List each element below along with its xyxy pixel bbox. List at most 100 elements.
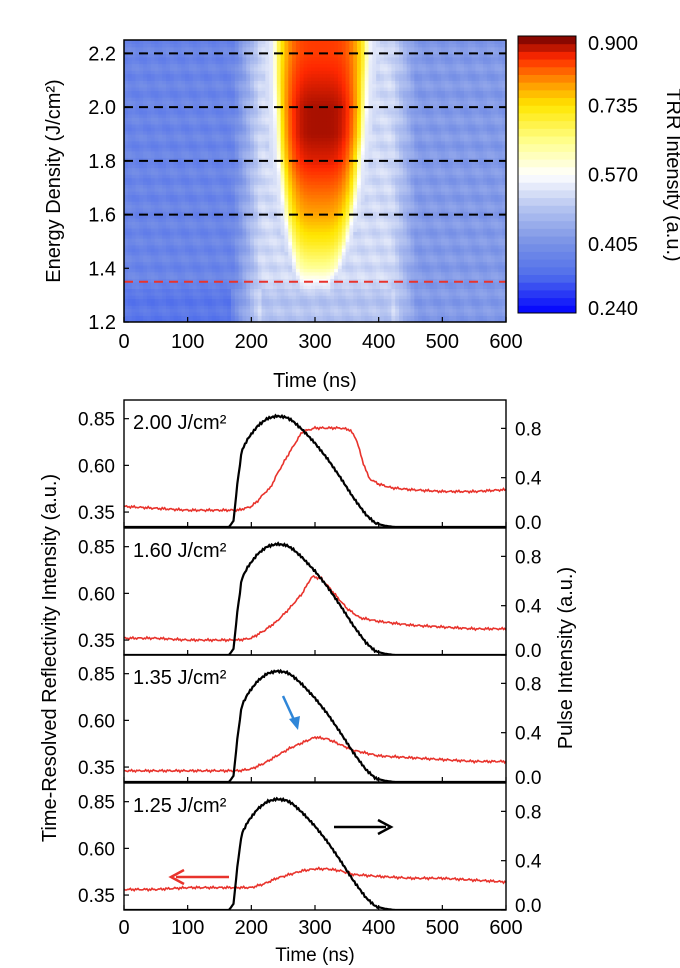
- heatmap-cell: [131, 241, 137, 246]
- heatmap-cell: [158, 271, 163, 276]
- heatmap-cell: [242, 305, 247, 310]
- heatmap-cell: [276, 285, 282, 290]
- heatmap-cell: [421, 231, 427, 236]
- heatmap-cell: [139, 248, 144, 253]
- heatmap-cell: [284, 301, 289, 306]
- heatmap-cell: [162, 211, 167, 216]
- heatmap-cell: [425, 217, 431, 222]
- heatmap-cell: [421, 244, 427, 249]
- heatmap-cell: [257, 271, 263, 276]
- heatmap-cell: [490, 221, 496, 226]
- heatmap-cell: [441, 258, 446, 263]
- heatmap-cell: [238, 295, 244, 300]
- heatmap-cell: [364, 204, 370, 209]
- heatmap-cell: [387, 258, 392, 263]
- heatmap-cell: [200, 228, 205, 232]
- heatmap-cell: [150, 258, 156, 263]
- heatmap-cell: [269, 281, 274, 286]
- heatmap-cell: [257, 214, 263, 219]
- heatmap-cell: [425, 261, 431, 266]
- heatmap-cell: [143, 231, 148, 236]
- heatmap-cell: [131, 301, 137, 306]
- heatmap-cell: [150, 251, 156, 256]
- heatmap-cell: [299, 224, 305, 229]
- heatmap-cell: [406, 315, 412, 320]
- heatmap-cell: [368, 258, 373, 263]
- heatmap-cell: [345, 224, 350, 229]
- heatmap-cell: [441, 224, 446, 229]
- heatmap-cell: [215, 291, 221, 296]
- heatmap-cell: [238, 301, 244, 306]
- heatmap-cell: [315, 244, 320, 249]
- heatmap-cell: [387, 254, 392, 259]
- heatmap-cell: [437, 308, 442, 313]
- heatmap-cell: [204, 248, 209, 253]
- heatmap-cell: [502, 234, 506, 239]
- heatmap-cell: [143, 271, 148, 276]
- heatmap-cell: [502, 254, 506, 259]
- heatmap-cell: [448, 251, 454, 256]
- heatmap-cell: [475, 217, 480, 222]
- heatmap-cell: [452, 305, 457, 310]
- heatmap-cell: [483, 244, 488, 249]
- heatmap-cell: [326, 217, 331, 222]
- heatmap-cell: [200, 281, 205, 286]
- heatmap-cell: [475, 311, 480, 316]
- heatmap-cell: [257, 217, 263, 222]
- heatmap-cell: [154, 308, 159, 313]
- heatmap-cell: [284, 214, 289, 219]
- heatmap-cell: [406, 308, 412, 313]
- heatmap-cell: [135, 308, 140, 313]
- heatmap-cell: [154, 295, 159, 300]
- heatmap-cell: [211, 291, 217, 296]
- heatmap-cell: [280, 214, 286, 219]
- heatmap-cell: [295, 268, 301, 273]
- heatmap-cell: [448, 305, 454, 310]
- heatmap-cell: [146, 291, 152, 296]
- heatmap-cell: [322, 288, 328, 293]
- heatmap-cell: [135, 207, 140, 212]
- heatmap-cell: [448, 315, 454, 320]
- heatmap-cell: [395, 295, 400, 300]
- heatmap-cell: [444, 211, 450, 216]
- heatmap-cell: [261, 214, 266, 219]
- heatmap-cell: [467, 214, 473, 219]
- heatmap-cell: [146, 301, 152, 306]
- heatmap-cell: [395, 238, 400, 243]
- heatmap-cell: [330, 258, 335, 263]
- heatmap-cell: [253, 224, 259, 229]
- heatmap-cell: [372, 231, 377, 236]
- heatmap-cell: [494, 258, 499, 263]
- heatmap-cell: [483, 295, 488, 300]
- heatmap-cell: [211, 298, 217, 303]
- heatmap-cell: [177, 207, 182, 212]
- heatmap-cell: [261, 221, 266, 226]
- heatmap-cell: [364, 214, 370, 219]
- heatmap-cell: [349, 204, 354, 209]
- heatmap-cell: [139, 231, 144, 236]
- heatmap-cell: [345, 315, 350, 320]
- heatmap-cell: [471, 228, 477, 232]
- heatmap-cell: [303, 288, 308, 293]
- heatmap-cell: [395, 214, 400, 219]
- heatmap-cell: [326, 207, 331, 212]
- heatmap-cell: [391, 234, 396, 239]
- heatmap-cell: [399, 254, 404, 259]
- heatmap-cell: [418, 271, 423, 276]
- heatmap-cell: [433, 301, 438, 306]
- heatmap-cell: [494, 268, 499, 273]
- heatmap-cell: [448, 231, 454, 236]
- heatmap-cell: [452, 234, 457, 239]
- heatmap-cell: [253, 238, 259, 243]
- heatmap-cell: [467, 244, 473, 249]
- heatmap-cell: [318, 251, 324, 256]
- heatmap-cell: [326, 248, 331, 253]
- heatmap-cell: [437, 258, 442, 263]
- heatmap-cell: [150, 264, 156, 269]
- heatmap-cell: [143, 234, 148, 239]
- heatmap-cell: [349, 251, 354, 256]
- heatmap-cell: [250, 311, 255, 316]
- heatmap-cell: [349, 298, 354, 303]
- heatmap-cell: [124, 268, 129, 273]
- heatmap-cell: [433, 221, 438, 226]
